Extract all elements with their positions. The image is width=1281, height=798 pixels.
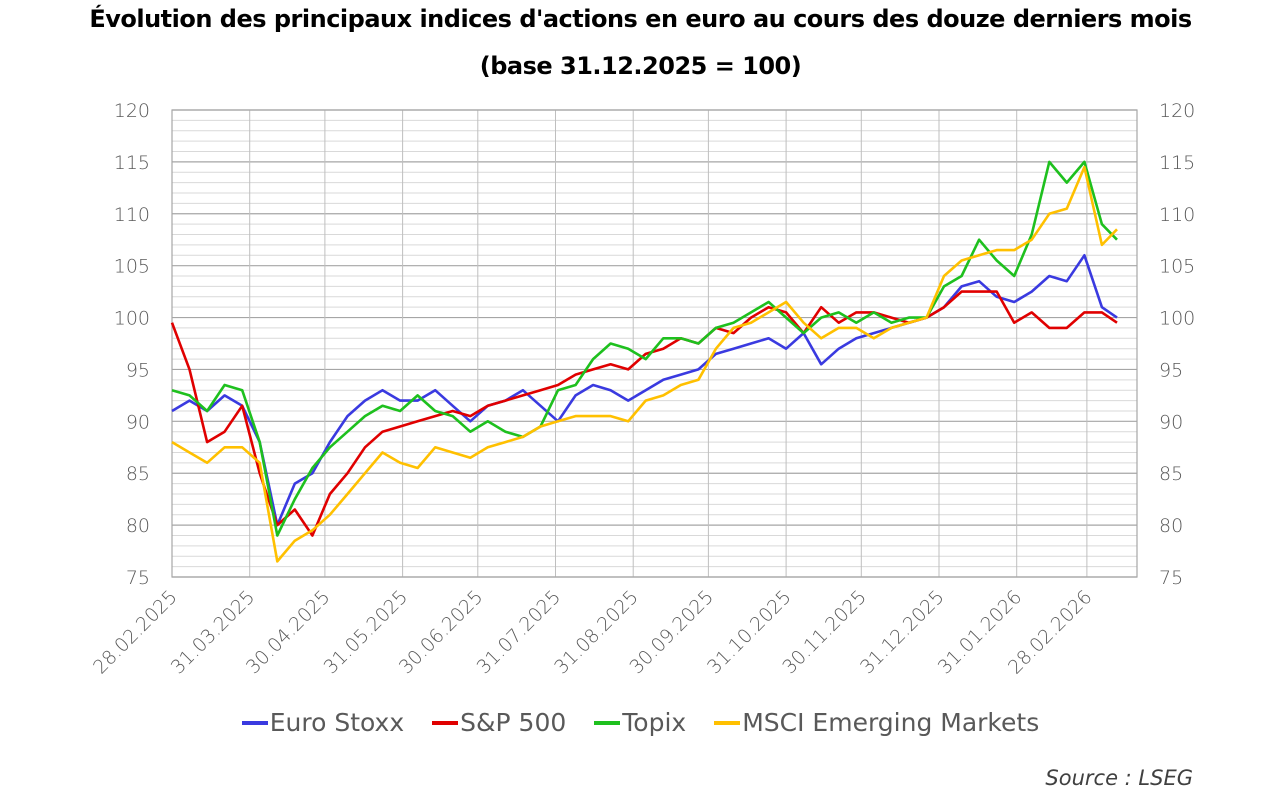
- y-tick-label-right: 90: [1159, 411, 1183, 433]
- y-tick-label-right: 75: [1159, 567, 1183, 589]
- legend-label: Topix: [622, 708, 687, 737]
- series-line-msci-emerging-markets: [171, 165, 1118, 563]
- legend-swatch: [432, 720, 459, 725]
- y-tick-label-right: 85: [1159, 463, 1183, 485]
- legend-item-topix: Topix: [594, 708, 686, 737]
- y-tick-label-left: 110: [114, 204, 150, 226]
- y-tick-label-right: 95: [1159, 359, 1183, 381]
- y-tick-label-right: 105: [1159, 256, 1195, 278]
- y-tick-label-right: 100: [1159, 308, 1195, 330]
- legend-label: MSCI Emerging Markets: [742, 708, 1040, 737]
- y-tick-label-left: 105: [114, 256, 150, 278]
- y-tick-label-right: 115: [1159, 152, 1195, 174]
- y-tick-label-left: 90: [126, 411, 150, 433]
- y-tick-label-right: 80: [1159, 515, 1183, 537]
- plot-border: [171, 109, 1138, 578]
- y-tick-label-right: 120: [1159, 100, 1195, 122]
- legend-label: Euro Stoxx: [269, 708, 405, 737]
- y-tick-label-left: 95: [126, 359, 150, 381]
- y-tick-label-left: 75: [126, 567, 150, 589]
- legend-label: S&P 500: [460, 708, 567, 737]
- series-line-topix: [171, 160, 1118, 537]
- legend: Euro Stoxx S&P 500 Topix MSCI Emerging M…: [0, 708, 1281, 737]
- series-line-euro-stoxx: [171, 254, 1118, 527]
- legend-item-euro-stoxx: Euro Stoxx: [241, 708, 405, 737]
- chart-subtitle: (base 31.12.2025 = 100): [479, 52, 802, 80]
- y-tick-label-left: 85: [126, 463, 150, 485]
- legend-item-sp500: S&P 500: [432, 708, 566, 737]
- legend-swatch: [714, 720, 741, 725]
- series-line-s-p-500: [170, 290, 1118, 537]
- y-tick-label-left: 80: [126, 515, 150, 537]
- source-note: Source : LSEG: [1045, 766, 1193, 790]
- legend-item-msci-em: MSCI Emerging Markets: [714, 708, 1039, 737]
- y-tick-label-left: 100: [114, 308, 150, 330]
- y-tick-label-right: 110: [1159, 204, 1195, 226]
- legend-swatch: [594, 720, 621, 725]
- legend-swatch: [241, 720, 268, 725]
- y-tick-label-left: 115: [114, 152, 150, 174]
- chart-title: Évolution des principaux indices d'actio…: [89, 5, 1192, 33]
- y-tick-label-left: 120: [114, 100, 150, 122]
